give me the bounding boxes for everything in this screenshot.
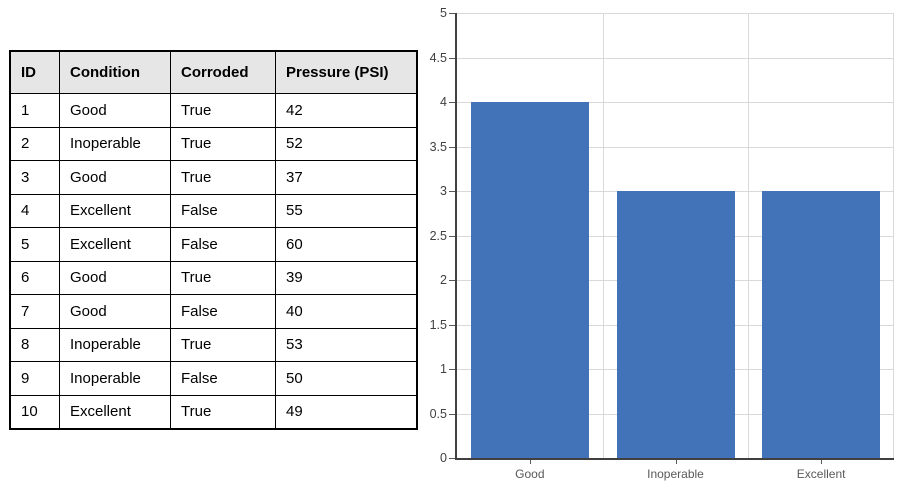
table-cell: 8 [9,327,60,362]
y-tick-label: 1 [440,362,447,376]
table-row: 5 Excellent False 60 [9,227,418,262]
column-header-corroded: Corroded [170,50,276,94]
table-cell: 9 [9,361,60,396]
gridline-horizontal [457,146,894,148]
y-tick-label: 3 [440,184,447,198]
table-row: 3 Good True 37 [9,160,418,195]
bar-good[interactable] [470,102,589,458]
pipes-data-table: ID Condition Corroded Pressure (PSI) 1 Good T… [9,50,418,430]
gridline-horizontal [457,102,894,103]
table-row: 4 Excellent False 55 [9,193,418,228]
plot-area [455,13,894,460]
table-cell: 39 [275,260,418,295]
table-cell: 53 [275,327,418,362]
table-row: 7 Good False 40 [9,294,418,329]
y-tick-label: 1.5 [429,317,447,332]
y-tick-label: 0.5 [429,406,447,421]
x-axis-tick [675,460,677,464]
y-axis-tick [449,369,455,370]
table-cell: 6 [9,260,60,295]
table-cell: 1 [9,93,60,128]
category-label-inoperable: Inoperable [647,467,704,481]
y-tick-label: 4.5 [429,50,447,65]
y-axis-tick [449,413,455,415]
table-row: 2 Inoperable True 52 [9,126,418,161]
table-cell: Good [59,260,171,295]
table-cell: 52 [275,126,418,161]
table-cell: 2 [9,126,60,161]
table-cell: 37 [275,160,418,195]
gridline-vertical [893,13,894,458]
gridline-horizontal [457,57,894,59]
gridline-vertical [748,13,750,458]
table-cell: Good [59,160,171,195]
y-axis-tick [449,146,455,148]
table-cell: Excellent [59,193,171,228]
y-tick-label: 5 [440,6,447,20]
table-row: 10 Excellent True 49 [9,394,418,430]
table-cell: True [170,327,276,362]
table-cell: False [170,227,276,262]
table-cell: 3 [9,160,60,195]
table-cell: Excellent [59,394,171,430]
gridline-horizontal [457,13,894,14]
table-row: 8 Inoperable True 53 [9,327,418,362]
table-row: 1 Good True 42 [9,93,418,128]
table-cell: Excellent [59,227,171,262]
table-cell: 10 [9,394,60,430]
table-cell: 60 [275,227,418,262]
table-cell: False [170,193,276,228]
table-cell: 55 [275,193,418,228]
category-label-excellent: Excellent [796,467,846,481]
table-cell: 5 [9,227,60,262]
y-axis-tick [449,13,455,14]
table-cell: 7 [9,294,60,329]
table-row: 9 Inoperable False 50 [9,361,418,396]
table-cell: 49 [275,394,418,430]
x-axis-tick [821,460,823,464]
y-axis-tick [449,57,455,59]
table-row: 6 Good True 39 [9,260,418,295]
table-header: ID Condition Corroded Pressure (PSI) [9,50,418,94]
y-axis-tick [449,235,455,237]
column-header-condition: Condition [59,50,171,94]
table-cell: True [170,93,276,128]
table-cell: Inoperable [59,327,171,362]
table-cell: 40 [275,294,418,329]
table-cell: True [170,126,276,161]
table-cell: False [170,294,276,329]
table-cell: 50 [275,361,418,396]
table-cell: False [170,361,276,396]
x-axis-tick [529,460,531,464]
table-cell: Inoperable [59,361,171,396]
y-tick-label: 0 [440,451,447,465]
y-tick-label: 3.5 [429,139,447,154]
condition-bar-chart: 0 0.5 1 1.5 2 2.5 3 3.5 4 4.5 5 Good Inoperable Exce… [420,0,904,487]
y-axis-tick [449,102,455,103]
y-tick-label: 4 [440,95,447,109]
y-tick-label: 2.5 [429,228,447,243]
column-header-pressure-psi: Pressure (PSI) [275,50,418,94]
column-header-id: ID [9,50,60,94]
table-cell: True [170,160,276,195]
bar-inoperable[interactable] [616,191,735,458]
gridline-vertical [602,13,604,458]
table-cell: 42 [275,93,418,128]
y-axis-tick [449,324,455,326]
y-axis-tick [449,191,455,192]
table-cell: True [170,260,276,295]
y-axis-tick [449,458,455,459]
table-cell: 4 [9,193,60,228]
y-tick-label: 2 [440,273,447,287]
category-label-good: Good [515,467,545,481]
table-cell: Inoperable [59,126,171,161]
table-header-row: ID Condition Corroded Pressure (PSI) [9,50,418,94]
bar-excellent[interactable] [762,191,881,458]
table-cell: Good [59,294,171,329]
y-axis-tick [449,280,455,281]
table-cell: Good [59,93,171,128]
table-cell: True [170,394,276,430]
